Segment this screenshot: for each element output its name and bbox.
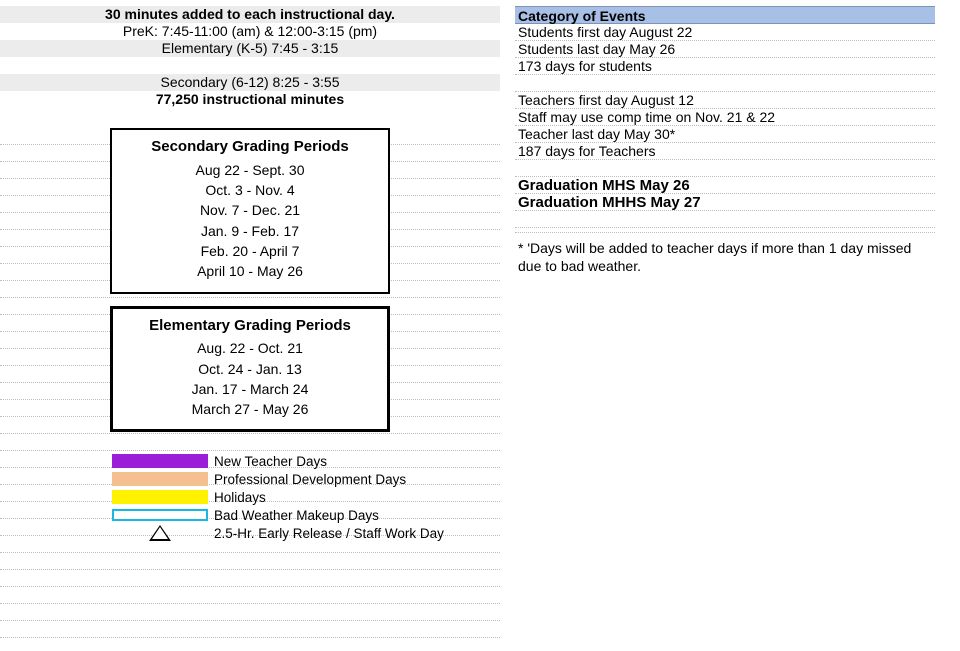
secondary-grading-title: Secondary Grading Periods bbox=[122, 136, 378, 158]
category-row-empty bbox=[515, 75, 935, 92]
grading-period-row: Oct. 3 - Nov. 4 bbox=[122, 180, 378, 200]
dotted-row bbox=[0, 604, 500, 621]
dotted-background: Secondary Grading Periods Aug 22 - Sept.… bbox=[0, 128, 500, 648]
category-row-empty bbox=[515, 211, 935, 228]
category-row: Teacher last day May 30* bbox=[515, 126, 935, 143]
schedule-line: 30 minutes added to each instructional d… bbox=[0, 6, 500, 23]
grading-period-row: Aug. 22 - Oct. 21 bbox=[123, 338, 377, 358]
grading-period-row: April 10 - May 26 bbox=[122, 261, 378, 281]
secondary-grading-rows: Aug 22 - Sept. 30Oct. 3 - Nov. 4Nov. 7 -… bbox=[122, 160, 378, 282]
legend-row: Bad Weather Makeup Days bbox=[112, 506, 500, 524]
elementary-grading-box: Elementary Grading Periods Aug. 22 - Oct… bbox=[110, 306, 390, 433]
schedule-top-lines: 30 minutes added to each instructional d… bbox=[0, 6, 500, 108]
grading-period-row: March 27 - May 26 bbox=[123, 399, 377, 419]
legend-label: New Teacher Days bbox=[214, 454, 327, 469]
category-row: Teachers first day August 12 bbox=[515, 92, 935, 109]
legend-label: Holidays bbox=[214, 490, 266, 505]
elementary-grading-rows: Aug. 22 - Oct. 21Oct. 24 - Jan. 13Jan. 1… bbox=[123, 338, 377, 419]
dotted-row bbox=[0, 570, 500, 587]
legend-row: New Teacher Days bbox=[112, 452, 500, 470]
dotted-row bbox=[0, 553, 500, 570]
legend: New Teacher Days Professional Development… bbox=[112, 452, 500, 542]
dotted-row bbox=[0, 434, 500, 451]
grading-period-row: Jan. 17 - March 24 bbox=[123, 379, 377, 399]
category-row: Graduation MHHS May 27 bbox=[515, 194, 935, 211]
left-column: 30 minutes added to each instructional d… bbox=[0, 0, 500, 648]
secondary-grading-box: Secondary Grading Periods Aug 22 - Sept.… bbox=[110, 128, 390, 294]
legend-label: Professional Development Days bbox=[214, 472, 406, 487]
legend-swatch bbox=[112, 490, 208, 504]
grading-period-row: Feb. 20 - April 7 bbox=[122, 241, 378, 261]
schedule-line: Secondary (6-12) 8:25 - 3:55 bbox=[0, 74, 500, 91]
category-row: Students last day May 26 bbox=[515, 41, 935, 58]
legend-swatch bbox=[112, 509, 208, 521]
grading-period-row: Nov. 7 - Dec. 21 bbox=[122, 200, 378, 220]
legend-row: Holidays bbox=[112, 488, 500, 506]
legend-swatch bbox=[112, 472, 208, 486]
legend-swatch bbox=[112, 454, 208, 468]
legend-label: 2.5-Hr. Early Release / Staff Work Day bbox=[214, 526, 444, 541]
grading-period-row: Jan. 9 - Feb. 17 bbox=[122, 221, 378, 241]
category-row-empty bbox=[515, 160, 935, 177]
schedule-line: PreK: 7:45-11:00 (am) & 12:00-3:15 (pm) bbox=[0, 23, 500, 40]
schedule-line: 77,250 instructional minutes bbox=[0, 91, 500, 108]
footnote: * 'Days will be added to teacher days if… bbox=[515, 232, 935, 275]
elementary-grading-title: Elementary Grading Periods bbox=[123, 315, 377, 337]
legend-label: Bad Weather Makeup Days bbox=[214, 508, 379, 523]
category-heading: Category of Events bbox=[515, 6, 935, 24]
category-row: Staff may use comp time on Nov. 21 & 22 bbox=[515, 109, 935, 126]
category-row: Students first day August 22 bbox=[515, 24, 935, 41]
category-rows: Students first day August 22Students las… bbox=[515, 24, 935, 228]
dotted-row bbox=[0, 587, 500, 604]
category-row: Graduation MHS May 26 bbox=[515, 177, 935, 194]
schedule-line: Elementary (K-5) 7:45 - 3:15 bbox=[0, 40, 500, 57]
legend-row: Professional Development Days bbox=[112, 470, 500, 488]
dotted-row bbox=[0, 621, 500, 638]
page-root: 30 minutes added to each instructional d… bbox=[0, 0, 960, 651]
category-row: 173 days for students bbox=[515, 58, 935, 75]
legend-row: 2.5-Hr. Early Release / Staff Work Day bbox=[112, 524, 500, 542]
schedule-line bbox=[0, 57, 500, 74]
triangle-icon bbox=[112, 525, 208, 541]
category-row: 187 days for Teachers bbox=[515, 143, 935, 160]
grading-period-row: Aug 22 - Sept. 30 bbox=[122, 160, 378, 180]
right-column: Category of Events Students first day Au… bbox=[515, 0, 935, 275]
grading-period-row: Oct. 24 - Jan. 13 bbox=[123, 359, 377, 379]
